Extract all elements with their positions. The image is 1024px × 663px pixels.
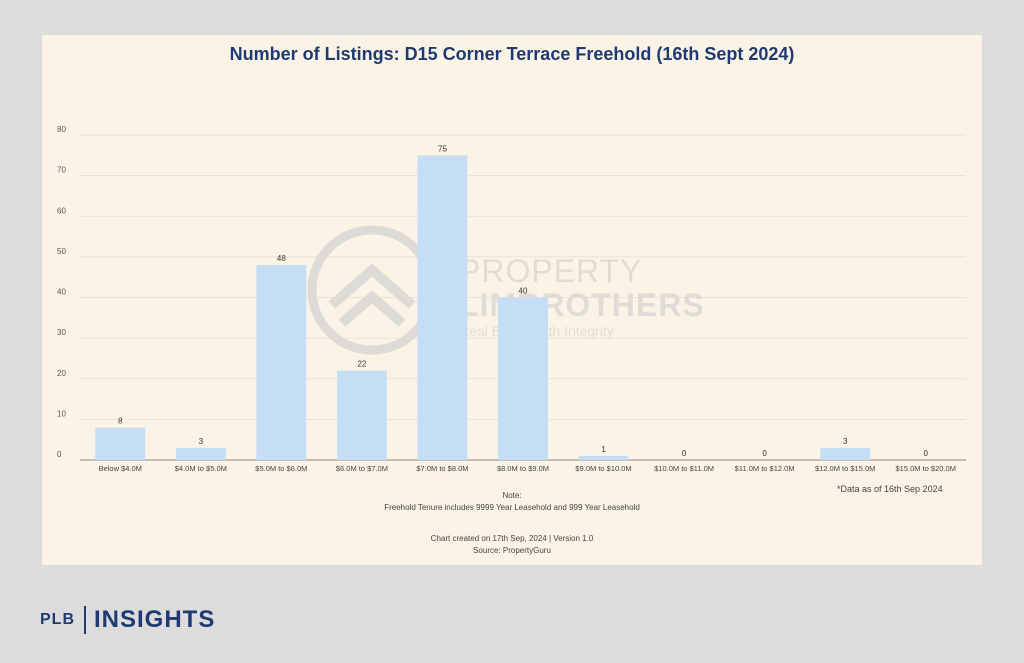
x-tick-label: $4.0M to $5.0M (175, 464, 227, 473)
as-of-note: *Data as of 16th Sep 2024 (837, 484, 943, 494)
watermark-line1: PROPERTY (459, 253, 643, 289)
data-label: 75 (438, 144, 447, 153)
data-label: 0 (682, 449, 687, 458)
data-label: 48 (277, 254, 286, 263)
x-tick-label: $10.0M to $11.0M (654, 464, 714, 473)
x-tick-label: $12.0M to $15.0M (815, 464, 875, 473)
bar (820, 447, 871, 460)
y-tick-label: 50 (57, 247, 66, 256)
bar (175, 447, 226, 460)
x-tick-label: Below $4.0M (99, 464, 142, 473)
y-tick-label: 70 (57, 166, 66, 175)
data-label: 0 (924, 449, 929, 458)
x-tick-label: $6.0M to $7.0M (336, 464, 388, 473)
bar (417, 155, 468, 460)
brand-divider (84, 606, 86, 634)
bar (336, 370, 387, 460)
note-heading: Note: (502, 491, 522, 500)
x-tick-label: $8.0M to $9.0M (497, 464, 549, 473)
data-label: 8 (118, 417, 123, 426)
y-tick-label: 20 (57, 369, 66, 378)
chart-card: Number of Listings: D15 Corner Terrace F… (42, 35, 982, 565)
data-label: 3 (199, 437, 204, 446)
note-text: Freehold Tenure includes 9999 Year Lease… (384, 503, 640, 512)
data-label: 0 (762, 449, 767, 458)
brand-plb: PLB (40, 611, 75, 628)
bar (95, 427, 146, 460)
y-tick-label: 80 (57, 125, 66, 134)
bar (498, 297, 548, 460)
y-tick-label: 60 (57, 206, 66, 215)
x-tick-label: $15.0M to $20.0M (895, 464, 955, 473)
y-tick-label: 10 (57, 409, 66, 418)
x-tick-label: $7.0M to $8.0M (416, 464, 468, 473)
brand-insights: INSIGHTS (94, 606, 216, 633)
data-label: 40 (519, 287, 528, 296)
bar (578, 455, 629, 460)
y-tick-label: 0 (57, 450, 62, 459)
data-label: 1 (601, 445, 606, 454)
x-tick-label: $5.0M to $6.0M (255, 464, 307, 473)
chart-title: Number of Listings: D15 Corner Terrace F… (229, 44, 795, 64)
created-note: Chart created on 17th Sep, 2024 | Versio… (430, 534, 594, 543)
x-tick-label: $9.0M to $10.0M (575, 464, 631, 473)
data-label: 22 (357, 360, 366, 369)
x-tick-label: $11.0M to $12.0M (735, 464, 795, 473)
data-label: 3 (843, 437, 848, 446)
source-note: Source: PropertyGuru (473, 546, 551, 555)
y-tick-label: 30 (57, 328, 66, 337)
brand-logo: PLB INSIGHTS (40, 606, 215, 634)
bar (256, 265, 307, 460)
y-tick-label: 40 (57, 288, 66, 297)
